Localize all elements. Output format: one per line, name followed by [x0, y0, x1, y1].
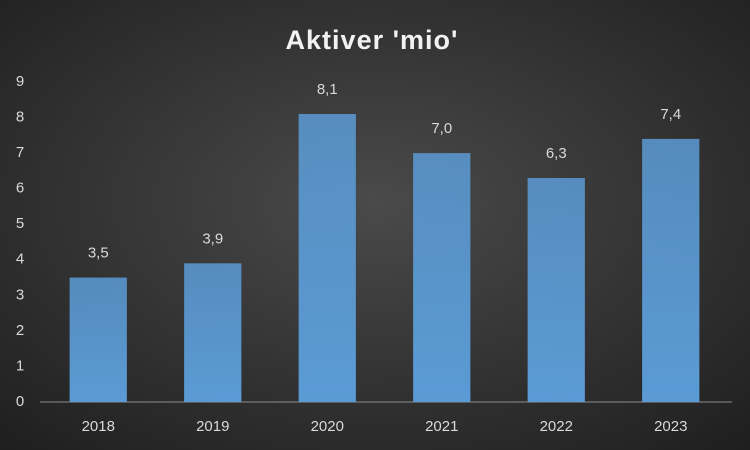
y-tick-label: 9: [16, 73, 24, 90]
bar: [298, 114, 356, 402]
x-tick-label: 2019: [196, 418, 229, 435]
x-tick-label: 2018: [82, 418, 115, 435]
y-tick-label: 6: [16, 180, 24, 197]
data-label: 7,0: [431, 120, 452, 137]
bar: [69, 277, 127, 402]
y-tick-label: 7: [16, 144, 24, 161]
bar: [642, 138, 700, 402]
y-tick-label: 1: [16, 357, 24, 374]
y-tick-label: 3: [16, 286, 24, 303]
data-label: 3,9: [202, 230, 223, 247]
x-tick-label: 2020: [311, 418, 344, 435]
bar: [413, 153, 471, 402]
data-label: 8,1: [317, 81, 338, 98]
y-tick-label: 8: [16, 109, 24, 126]
x-tick-label: 2022: [540, 418, 573, 435]
y-tick-label: 4: [16, 251, 24, 268]
bar: [527, 178, 585, 402]
x-tick-label: 2023: [654, 418, 687, 435]
bar: [184, 263, 242, 402]
data-label: 6,3: [546, 145, 567, 162]
chart-title: Aktiver 'mio': [286, 25, 459, 55]
y-tick-label: 5: [16, 215, 24, 232]
x-tick-label: 2021: [425, 418, 458, 435]
data-label: 7,4: [660, 106, 681, 123]
y-tick-label: 2: [16, 322, 24, 339]
y-tick-label: 0: [16, 393, 24, 410]
data-label: 3,5: [88, 245, 109, 262]
